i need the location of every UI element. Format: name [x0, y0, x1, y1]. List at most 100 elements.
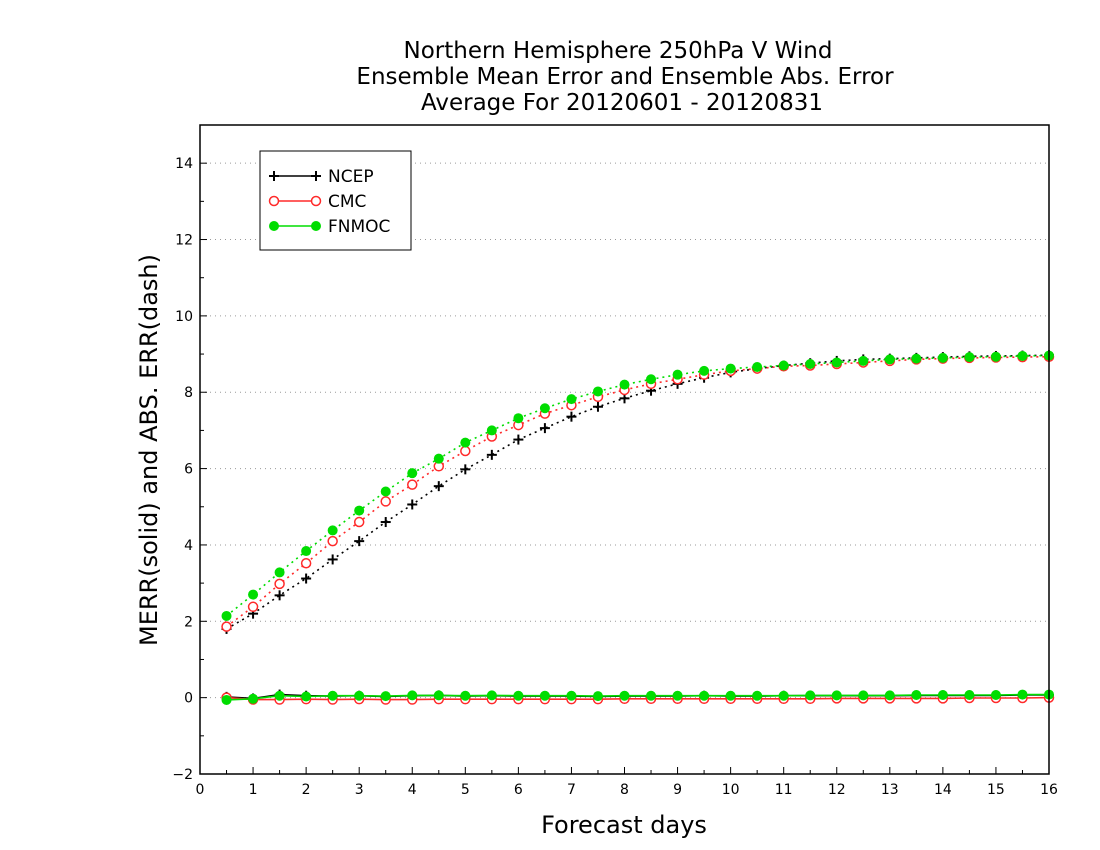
series-cmc-abs-err-point	[247, 601, 259, 613]
series-ncep-abs-err-point	[566, 411, 577, 422]
legend-marker-fnmoc-end	[311, 221, 321, 231]
series-fnmoc-merr-point	[486, 690, 497, 701]
series-fnmoc-abs-err-point	[539, 403, 550, 414]
series-fnmoc-merr-point	[964, 689, 975, 700]
title-line-1: Northern Hemisphere 250hPa V Wind	[404, 38, 833, 64]
series-ncep-abs-err-point	[460, 464, 471, 475]
legend-marker-cmc-start	[268, 195, 280, 207]
legend-marker-ncep-end	[311, 171, 321, 181]
series-cmc-abs-err-line	[226, 355, 1050, 628]
series-fnmoc-abs-err-point	[1017, 350, 1028, 361]
series-ncep-abs-err-point	[301, 573, 312, 584]
series-fnmoc-abs-err-point	[752, 362, 763, 373]
series-fnmoc-abs-err-point	[699, 365, 710, 376]
series-fnmoc-merr-point	[699, 690, 710, 701]
y-axis-label: MERR(solid) and ABS. ERR(dash)	[135, 254, 163, 646]
series-ncep-abs-err-point	[486, 449, 497, 460]
y-tick-label-8: 14	[175, 156, 193, 172]
legend-label-ncep: NCEP	[328, 167, 374, 187]
series-fnmoc-merr-point	[221, 694, 232, 705]
x-tick-label-1: 1	[249, 782, 258, 798]
series-fnmoc-merr-point	[274, 690, 285, 701]
x-tick-label-9: 9	[673, 782, 682, 798]
x-tick-label-8: 8	[620, 782, 629, 798]
series-fnmoc-merr-point	[433, 690, 444, 701]
x-tick-label-11: 11	[775, 782, 793, 798]
series-fnmoc-merr-point	[460, 690, 471, 701]
y-tick-label-2: 2	[184, 614, 193, 630]
series-fnmoc-merr-point	[380, 691, 391, 702]
series-fnmoc-abs-err-point	[858, 355, 869, 366]
series-cmc-abs-err-point	[460, 445, 471, 457]
legend-label-fnmoc: FNMOC	[328, 217, 390, 237]
x-tick-label-4: 4	[408, 782, 417, 798]
series-fnmoc-merr-point	[248, 693, 259, 704]
series-fnmoc-abs-err-point	[964, 352, 975, 363]
series-fnmoc-abs-err-line	[225, 354, 1050, 617]
series-fnmoc-abs-err-point	[433, 453, 444, 464]
y-tick-label-6: 10	[175, 309, 193, 325]
series-fnmoc-abs-err-point	[486, 425, 497, 436]
y-tick-label-5: 8	[184, 385, 193, 401]
series-cmc-abs-err-point	[353, 516, 365, 528]
series-ncep-abs-err-point	[380, 517, 391, 528]
series-fnmoc-merr-point	[752, 690, 763, 701]
series-fnmoc-abs-err-point	[248, 589, 259, 600]
y-tick-label-3: 4	[184, 538, 193, 554]
series-ncep-abs-err-point	[354, 536, 365, 547]
series-fnmoc-abs-err-point	[619, 379, 630, 390]
series-fnmoc-merr-point	[407, 690, 418, 701]
series-fnmoc-abs-err-point	[221, 610, 232, 621]
series-fnmoc-merr-point	[725, 690, 736, 701]
series-fnmoc-merr-point	[831, 690, 842, 701]
legend-marker-ncep-start	[269, 171, 279, 181]
series-fnmoc-abs-err-point	[937, 352, 948, 363]
series-fnmoc-abs-err-point	[327, 525, 338, 536]
legend-marker-cmc-end	[310, 195, 322, 207]
series-fnmoc-merr-point	[539, 690, 550, 701]
series-ncep	[221, 350, 1054, 704]
title-line-2: Ensemble Mean Error and Ensemble Abs. Er…	[356, 64, 894, 90]
series-cmc	[221, 351, 1055, 705]
series-fnmoc-abs-err-point	[460, 437, 471, 448]
series-fnmoc-merr-point	[937, 689, 948, 700]
series-fnmoc-merr-point	[327, 690, 338, 701]
x-axis-label: Forecast days	[541, 811, 707, 839]
x-tick-label-15: 15	[987, 782, 1005, 798]
series-fnmoc-abs-err-point	[646, 374, 657, 385]
series-layer	[221, 350, 1055, 705]
series-fnmoc-abs-err-point	[884, 354, 895, 365]
series-cmc-abs-err-point	[380, 496, 391, 507]
series-fnmoc-abs-err-point	[778, 360, 789, 371]
series-ncep-abs-err-point	[433, 481, 444, 492]
series-fnmoc-abs-err-point	[354, 505, 365, 516]
series-fnmoc-abs-err-point	[513, 413, 524, 424]
series-fnmoc-merr-point	[884, 690, 895, 701]
series-fnmoc-merr-point	[619, 690, 630, 701]
y-tick-label-7: 12	[175, 233, 193, 249]
series-fnmoc-abs-err-point	[911, 353, 922, 364]
series-cmc-abs-err-point	[407, 479, 418, 490]
series-fnmoc-abs-err-point	[274, 567, 285, 578]
series-fnmoc-abs-err-point	[725, 363, 736, 374]
series-fnmoc-abs-err-point	[380, 486, 391, 497]
x-tick-label-6: 6	[514, 782, 523, 798]
series-fnmoc-merr-point	[805, 690, 816, 701]
series-cmc-abs-err-point	[274, 578, 285, 590]
series-fnmoc-merr-point	[592, 691, 603, 702]
series-cmc-abs-err-point	[327, 535, 338, 547]
series-fnmoc	[221, 350, 1054, 705]
series-fnmoc-abs-err-point	[407, 468, 418, 479]
x-axis-ticks: 0 1 2 3 4 5 6 7 8 9 10 11 12 13 14 15 16	[196, 767, 1058, 798]
y-tick-label-0: −2	[172, 767, 193, 783]
y-tick-label-4: 6	[184, 462, 193, 478]
series-fnmoc-merr-point	[513, 690, 524, 701]
series-fnmoc-abs-err-point	[592, 386, 603, 397]
series-fnmoc-merr-point	[672, 690, 683, 701]
title-line-3: Average For 20120601 - 20120831	[421, 90, 823, 116]
series-cmc-abs-err-point	[300, 558, 312, 569]
x-tick-label-13: 13	[881, 782, 899, 798]
series-ncep-abs-err-point	[513, 434, 524, 445]
y-tick-label-1: 0	[184, 691, 193, 707]
chart-title: Northern Hemisphere 250hPa V Wind Ensemb…	[356, 38, 894, 116]
